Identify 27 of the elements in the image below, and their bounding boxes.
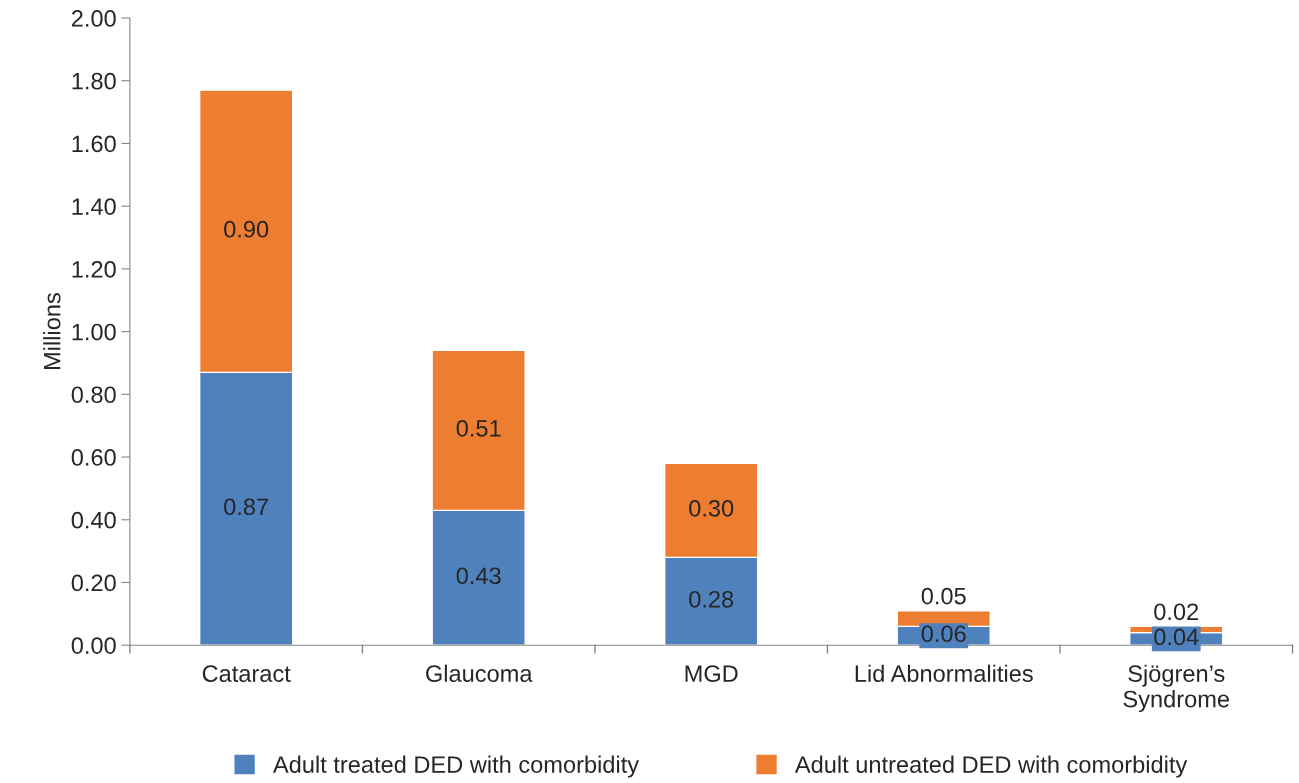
x-tick-label: Lid Abnormalities [855, 664, 1033, 682]
y-tick-label: 0.00 [71, 637, 116, 654]
y-tick-label: 1.80 [72, 72, 116, 90]
x-tick-label: Glaucoma [426, 664, 533, 682]
y-tick-label: 1.20 [72, 260, 116, 278]
x-tick-label: Sjögren’s Syndrome [1123, 664, 1229, 713]
data-label: 0.51 [456, 420, 501, 437]
y-tick-label: 1.40 [72, 198, 116, 215]
data-label: 0.87 [224, 498, 268, 516]
x-tick-label: Cataract [202, 665, 291, 682]
legend-label: Adult treated DED with comorbidity [272, 755, 640, 778]
y-tick-label: 0.60 [71, 449, 116, 466]
x-tick-label: MGD [685, 665, 738, 682]
y-tick-label: 0.80 [71, 386, 116, 404]
y-tick-label: 1.60 [72, 135, 116, 153]
y-tick-label: 1.00 [72, 323, 116, 341]
y-axis-title: Millions [43, 293, 61, 370]
y-tick-label: 2.00 [71, 10, 116, 27]
data-label: 0.30 [689, 499, 734, 517]
data-label: 0.02 [1154, 603, 1199, 621]
legend-label: Adult untreated DED with comorbidity [794, 755, 1188, 778]
data-label: 0.90 [224, 220, 269, 238]
data-label: 0.43 [456, 567, 501, 585]
y-tick-label: 0.20 [71, 574, 116, 592]
data-label: 0.28 [689, 590, 734, 608]
y-tick-label: 0.40 [71, 511, 116, 529]
data-label: 0.05 [921, 587, 966, 605]
